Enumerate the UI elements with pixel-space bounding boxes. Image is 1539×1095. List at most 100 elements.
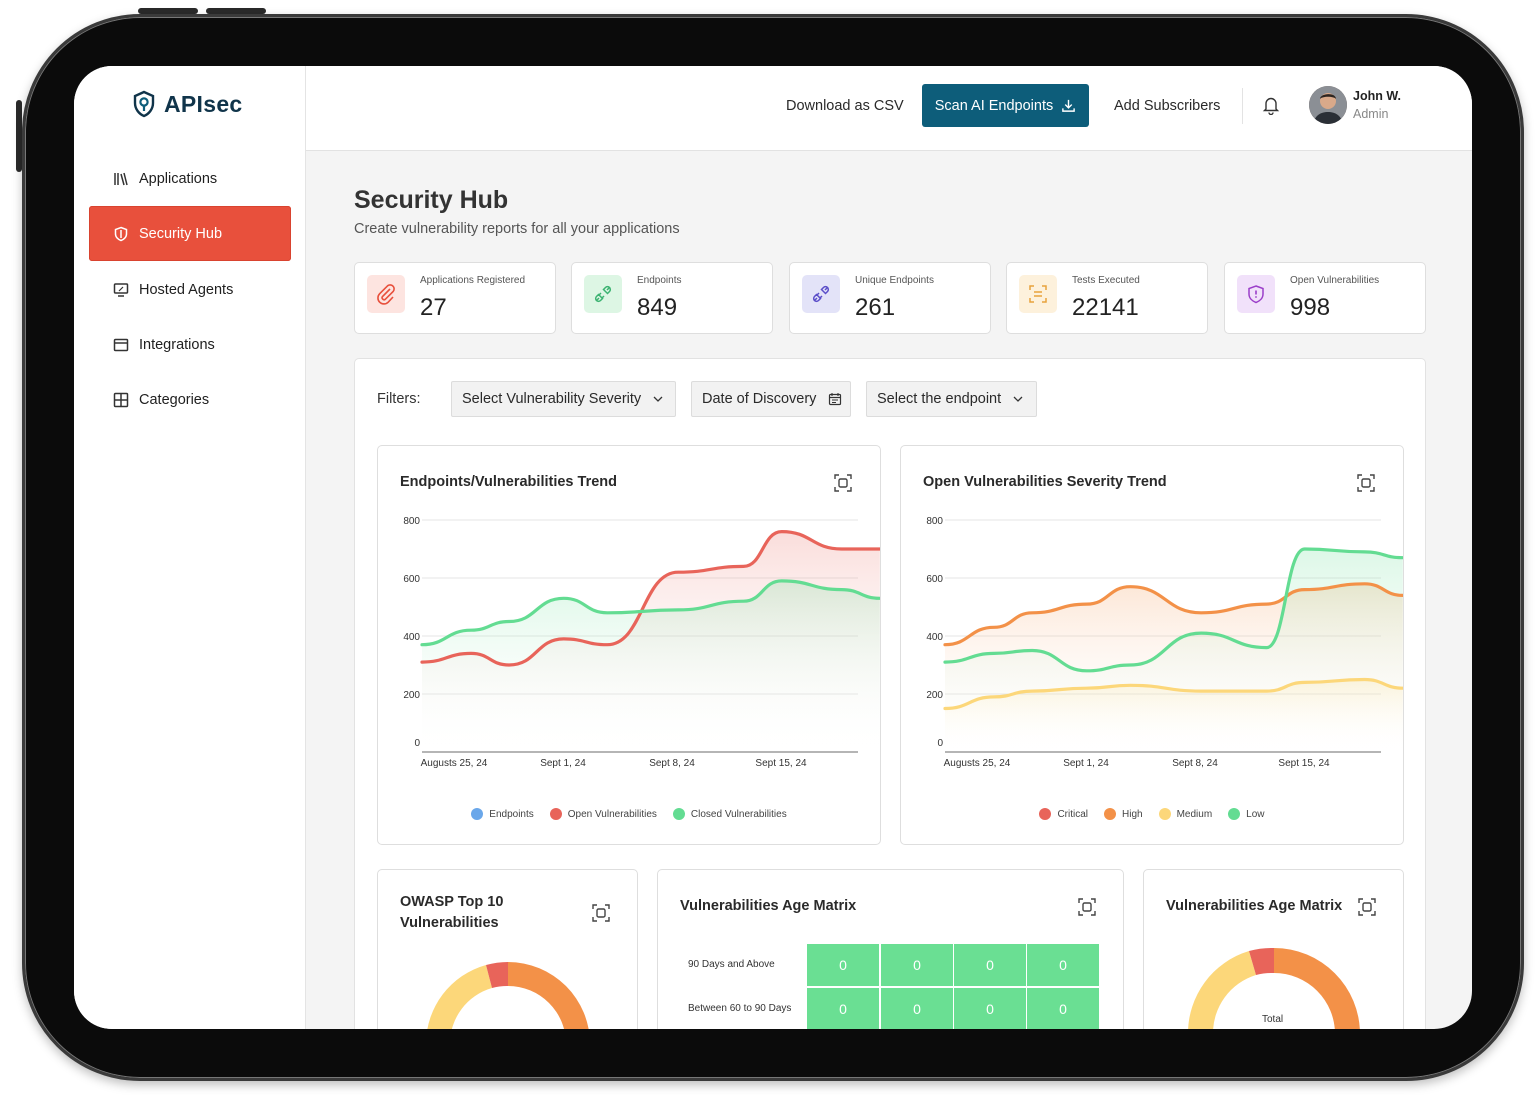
- chart-legend: Critical High Medium Low: [901, 808, 1403, 820]
- series-area: [422, 580, 880, 752]
- stat-icon-box: [802, 275, 840, 313]
- expand-icon[interactable]: [1078, 898, 1096, 916]
- stat-card-endpoints[interactable]: Endpoints 849: [571, 262, 773, 334]
- stat-label: Endpoints: [637, 275, 682, 286]
- stat-label: Unique Endpoints: [855, 275, 934, 286]
- stat-label: Open Vulnerabilities: [1290, 275, 1380, 286]
- y-tick-label: 800: [403, 516, 420, 527]
- legend-item[interactable]: Low: [1228, 808, 1265, 820]
- expand-icon[interactable]: [1357, 474, 1375, 492]
- avatar[interactable]: [1309, 86, 1347, 124]
- expand-icon[interactable]: [834, 474, 852, 492]
- top-bar: Download as CSV Scan AI Endpoints Add Su…: [306, 66, 1472, 151]
- series-line-closed-vulnerabilities[interactable]: [420, 579, 880, 647]
- filters-label: Filters:: [377, 391, 421, 407]
- download-csv-button[interactable]: Download as CSV: [786, 98, 904, 114]
- y-tick-label: 200: [926, 690, 943, 701]
- stat-card-tests-executed[interactable]: Tests Executed 22141: [1006, 262, 1208, 334]
- chart-title: Endpoints/Vulnerabilities Trend: [400, 474, 617, 490]
- owasp-donut-chart: [427, 962, 589, 1029]
- legend-item[interactable]: Medium: [1158, 808, 1213, 820]
- paperclip-icon: [377, 284, 395, 305]
- app-name: APIsec: [164, 90, 243, 117]
- donut-center-label: Total: [1262, 1014, 1284, 1025]
- series-area: [945, 549, 1403, 752]
- stat-value: 261: [855, 294, 896, 321]
- legend-item[interactable]: Closed Vulnerabilities: [672, 808, 787, 820]
- device-button-top-1: [138, 8, 198, 14]
- stat-icon-box: [367, 275, 405, 313]
- legend-dot: [1158, 808, 1171, 820]
- y-tick-label: 400: [403, 632, 420, 643]
- expand-icon[interactable]: [1358, 898, 1376, 916]
- stat-card-open-vulnerabilities[interactable]: Open Vulnerabilities 998: [1224, 262, 1426, 334]
- series-line-high[interactable]: [943, 582, 1403, 647]
- sidebar-item-security-hub[interactable]: Security Hub: [89, 206, 291, 261]
- matrix-cell[interactable]: 0: [881, 944, 953, 986]
- date-filter-input[interactable]: Date of Discovery: [691, 381, 851, 417]
- chevron-down-icon: [1013, 396, 1023, 402]
- card-title: Vulnerabilities Age Matrix: [1166, 898, 1343, 914]
- add-subscribers-button[interactable]: Add Subscribers: [1114, 98, 1221, 114]
- shield-alert-icon: [1248, 285, 1264, 304]
- scan-ai-endpoints-button[interactable]: Scan AI Endpoints: [922, 84, 1089, 127]
- legend-dot: [672, 808, 685, 820]
- shield-icon: [114, 226, 128, 241]
- legend-item[interactable]: Endpoints: [471, 808, 534, 820]
- stat-card-applications[interactable]: Applications Registered 27: [354, 262, 556, 334]
- window-icon: [113, 338, 129, 351]
- plug-icon: [594, 285, 612, 303]
- sidebar-item-integrations[interactable]: Integrations: [89, 317, 291, 372]
- x-tick-label: Sept 1, 24: [1063, 758, 1109, 769]
- shield-logo-icon: [133, 90, 155, 118]
- notifications-button[interactable]: [1262, 95, 1280, 120]
- matrix-cell[interactable]: 0: [1027, 944, 1099, 986]
- sidebar-item-applications[interactable]: Applications: [89, 151, 291, 206]
- matrix-cell[interactable]: 0: [954, 944, 1026, 986]
- matrix-cell[interactable]: 0: [954, 988, 1026, 1029]
- series-line-medium[interactable]: [943, 677, 1403, 711]
- legend-label: Medium: [1176, 808, 1213, 820]
- legend-label: High: [1122, 808, 1143, 820]
- expand-icon[interactable]: [592, 904, 610, 922]
- stat-icon-box: [584, 275, 622, 313]
- series-line-open-vulnerabilities[interactable]: [420, 529, 880, 667]
- x-tick-label: Sept 8, 24: [1172, 758, 1218, 769]
- chevron-down-icon: [653, 396, 663, 402]
- sidebar-item-hosted-agents[interactable]: Hosted Agents: [89, 262, 291, 317]
- bell-icon: [1262, 97, 1280, 116]
- matrix-cell[interactable]: 0: [807, 944, 879, 986]
- y-tick-label: 800: [926, 516, 943, 527]
- sidebar-item-categories[interactable]: Categories: [89, 372, 291, 427]
- donut-slice-high: [508, 962, 589, 1029]
- page-title: Security Hub: [354, 186, 509, 214]
- stat-label: Tests Executed: [1072, 275, 1140, 286]
- y-tick-label: 600: [403, 574, 420, 585]
- owasp-top10-card: OWASP Top 10 Vulnerabilities: [377, 869, 638, 1029]
- endpoint-filter-select[interactable]: Select the endpoint: [866, 381, 1037, 417]
- matrix-cell[interactable]: 0: [881, 988, 953, 1029]
- matrix-cell[interactable]: 0: [1027, 988, 1099, 1029]
- matrix-cell[interactable]: 0: [807, 988, 879, 1029]
- x-tick-label: Augusts 25, 24: [421, 758, 488, 769]
- stat-card-unique-endpoints[interactable]: Unique Endpoints 261: [789, 262, 991, 334]
- stat-icon-box: [1237, 275, 1275, 313]
- user-photo-icon: [1309, 86, 1347, 124]
- card-title: Vulnerabilities Age Matrix: [680, 898, 857, 914]
- stat-label: Applications Registered: [420, 275, 526, 286]
- legend-item[interactable]: High: [1104, 808, 1143, 820]
- legend-item[interactable]: Critical: [1039, 808, 1088, 820]
- app-logo[interactable]: APIsec: [132, 90, 243, 118]
- reports-panel: Filters: Select Vulnerability Severity D…: [354, 358, 1426, 1029]
- severity-filter-select[interactable]: Select Vulnerability Severity: [451, 381, 676, 417]
- device-button-side: [16, 100, 22, 172]
- series-line-low[interactable]: [943, 547, 1403, 673]
- legend-label: Endpoints: [489, 808, 534, 820]
- x-tick-label: Sept 1, 24: [540, 758, 586, 769]
- legend-item[interactable]: Open Vulnerabilities: [549, 808, 657, 820]
- user-name: John W.: [1353, 89, 1401, 103]
- sidebar-item-label: Security Hub: [139, 225, 223, 242]
- endpoint-filter-value: Select the endpoint: [877, 391, 1002, 407]
